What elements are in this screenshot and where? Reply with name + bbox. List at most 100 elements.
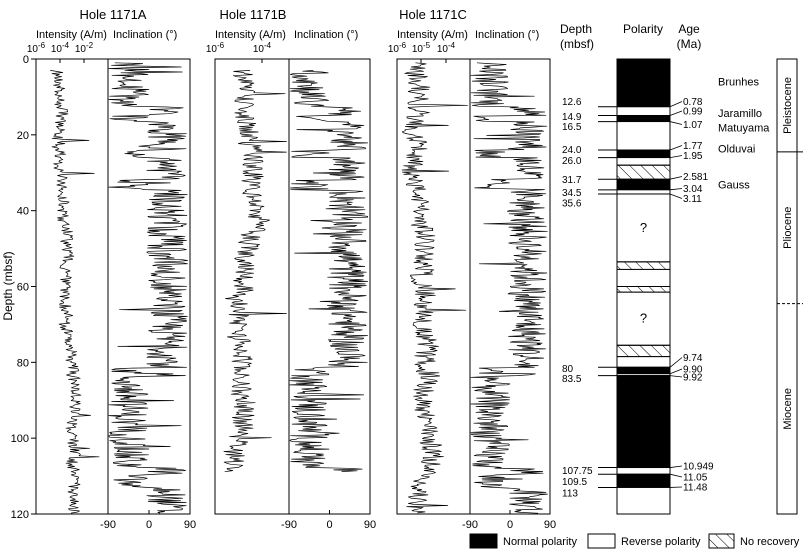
inclination-tick-label: 0 (507, 519, 513, 531)
depth-label: 83.5 (562, 374, 582, 385)
age-leader (669, 176, 683, 180)
inclination-tick-label: 90 (184, 519, 196, 531)
depth-label: 24.0 (562, 145, 582, 156)
depth-label: 80 (562, 364, 574, 375)
depth-label: 12.6 (562, 97, 582, 108)
polarity-block-normal (616, 375, 671, 469)
depth-label: 113 (562, 489, 578, 500)
polarity-block-reverse (616, 157, 671, 166)
intensity-tick-label: 10-5 (412, 41, 431, 55)
depth-column-title: Depth (560, 22, 592, 36)
age-label: 11.48 (683, 483, 708, 494)
chron-label: C1n (634, 78, 653, 90)
age-label: 0.78 (683, 97, 703, 108)
age-label: 1.95 (683, 151, 703, 162)
intensity-tick-label: 10-6 (27, 41, 46, 55)
polarity-block-reverse (616, 189, 671, 195)
age-label: 2.581 (683, 172, 708, 183)
polarity-column-title: Polarity (623, 22, 663, 36)
intensity-trace (401, 62, 468, 514)
age-leader (669, 193, 683, 199)
polarity-block-norecovery (616, 164, 671, 180)
legend-swatch-norecovery (708, 533, 735, 549)
age-leader (669, 188, 683, 191)
depth-label: 35.6 (562, 199, 582, 210)
age-leader (669, 155, 683, 158)
depth-label: 109.5 (562, 477, 587, 488)
epoch-label: Pleistocene (782, 77, 794, 134)
inclination-tick-label: 90 (364, 519, 376, 531)
depth-tick-label: 40 (17, 206, 29, 218)
hole-panel-1: Hole 1171A Intensity (A/m) Inclination (°)… (27, 7, 196, 531)
hole-panels: Hole 1171A Intensity (A/m) Inclination (°)… (27, 7, 556, 531)
age-column-title: Age (678, 22, 700, 36)
depth-axis: 0 20 40 60 80 100 120 Depth (mbsf) (1, 54, 36, 521)
inclination-tick-label: -90 (281, 519, 297, 531)
depth-label: 31.7 (562, 175, 582, 186)
depth-tick-label: 100 (11, 433, 29, 445)
inclination-trace (289, 70, 369, 472)
polarity-block-reverse (616, 106, 671, 116)
age-label: 0.99 (683, 107, 703, 118)
age-label: 3.11 (683, 194, 702, 205)
intensity-tick-label: 10-4 (437, 41, 456, 55)
legend-label: Reverse polarity (621, 536, 701, 548)
epoch-label: Pliocene (782, 207, 794, 249)
inclination-trace (470, 62, 548, 514)
polarity-block-norecovery (616, 344, 671, 358)
intensity-frame (214, 58, 290, 515)
inclination-tick-label: 0 (326, 519, 332, 531)
age-leader (669, 375, 683, 378)
polarity-block-reverse (616, 467, 671, 475)
age-label: 1.07 (683, 120, 703, 131)
depth-axis-label: Depth (mbsf) (1, 251, 15, 320)
depth-tick-label: 20 (17, 130, 29, 142)
age-leader (669, 110, 683, 116)
chron-label: ? (640, 220, 647, 235)
chron-label: C5r.2r (634, 368, 654, 375)
hole-title: Hole 1171C (399, 7, 467, 22)
intensity-axis-label: Intensity (A/m) (215, 29, 286, 41)
legend-label: Normal polarity (503, 536, 577, 548)
intensity-tick-label: 10-4 (51, 41, 70, 55)
polarity-block-reverse (616, 291, 671, 346)
chron-name: Brunhes (718, 77, 759, 89)
depth-tick-label: 80 (17, 357, 29, 369)
polarity-block-reverse (616, 268, 671, 287)
polarity-block-reverse (616, 486, 671, 515)
age-label: 10.949 (683, 462, 714, 473)
intensity-tick-label: 10-2 (75, 41, 94, 55)
chron-label: C2r.1r (629, 180, 658, 192)
polarity-frame (616, 58, 671, 515)
age-label: 9.92 (683, 373, 703, 384)
intensity-axis-label: Intensity (A/m) (397, 29, 468, 41)
depth-label: 34.5 (562, 188, 582, 199)
inclination-tick-label: 0 (146, 519, 152, 531)
epoch-column: Pleistocene Pliocene Miocene (776, 58, 803, 515)
chron-name: Olduvai (718, 144, 755, 156)
inclination-axis-label: Inclination (°) (113, 29, 177, 41)
age-leader (669, 465, 683, 468)
depth-label: 14.9 (562, 112, 582, 123)
depth-tick-label: 60 (17, 282, 29, 294)
hole-panel-2: Hole 1171B Intensity (A/m) Inclination (°)… (206, 7, 376, 531)
epoch-frame (776, 58, 798, 515)
polarity-block-normal (616, 58, 671, 108)
legend: Normal polarity Reverse polarity No recove… (469, 533, 800, 549)
intensity-tick-label: 10-4 (253, 41, 272, 55)
polarity-block-reverse (616, 121, 671, 151)
chron-name: Gauss (718, 180, 750, 192)
age-leader (669, 121, 683, 125)
polarity-block-norecovery (616, 261, 671, 270)
polarity-block-norecovery (616, 286, 671, 293)
chron-name: Matuyama (718, 123, 770, 135)
depth-column-unit: (mbsf) (560, 37, 594, 51)
age-label: 11.05 (683, 473, 708, 484)
depth-tick-label: 0 (23, 54, 29, 66)
depth-label: 16.5 (562, 122, 582, 133)
depth-label: 26.0 (562, 156, 582, 167)
intensity-frame (396, 58, 471, 515)
intensity-trace (223, 70, 287, 473)
hole-title: Hole 1171A (80, 7, 147, 22)
